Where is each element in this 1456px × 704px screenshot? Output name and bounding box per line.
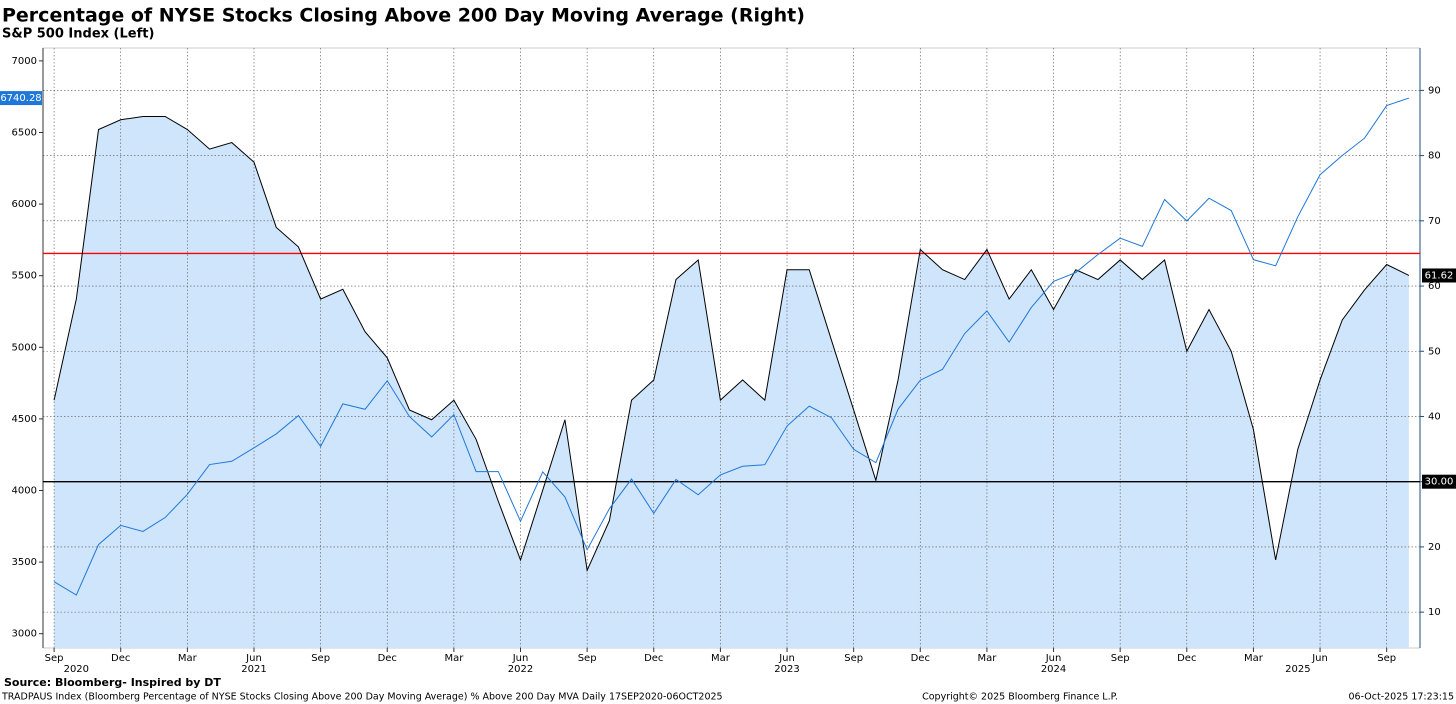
x-tick-label: Dec [911, 653, 930, 664]
x-tick-label: Jun [512, 653, 529, 664]
x-tick-label: Sep [1377, 653, 1396, 664]
x-tick-label: Sep [578, 653, 597, 664]
source: Source: Bloomberg- Inspired by DT [4, 676, 221, 689]
x-tick-label: Jun [245, 653, 262, 664]
last-value-label: 6740.28 [0, 93, 41, 104]
x-tick-label: Mar [1244, 653, 1264, 664]
y-tick-label: 7000 [12, 56, 37, 67]
y2-tick-label: 40 [1428, 411, 1441, 422]
last-value-box [0, 91, 42, 106]
last-value-box [1422, 268, 1456, 283]
x-tick-label: Mar [444, 653, 464, 664]
x-year-label: 2021 [241, 664, 266, 675]
x-tick-label: Jun [1311, 653, 1328, 664]
y-tick-label: 3000 [12, 629, 37, 640]
y2-tick-label: 60 [1428, 281, 1441, 292]
x-year-label: 2020 [64, 664, 89, 675]
y2-tick-label: 70 [1428, 216, 1441, 227]
y-tick-label: 4000 [12, 485, 37, 496]
y2-tick-label: 50 [1428, 346, 1441, 357]
footer-left: TRADPAUS Index (Bloomberg Percentage of … [1, 692, 723, 703]
y-tick-label: 4500 [12, 414, 37, 425]
x-tick-label: Dec [1177, 653, 1196, 664]
y2-tick-label: 10 [1428, 607, 1441, 618]
x-tick-label: Sep [1111, 653, 1130, 664]
x-year-label: 2023 [774, 664, 799, 675]
x-tick-label: Sep [311, 653, 330, 664]
x-year-label: 2024 [1041, 664, 1066, 675]
x-tick-label: Dec [111, 653, 130, 664]
footer-center: Copyright© 2025 Bloomberg Finance L.P. [922, 692, 1118, 703]
x-year-label: 2022 [508, 664, 533, 675]
y-tick-label: 5000 [12, 342, 37, 353]
x-tick-label: Jun [1045, 653, 1062, 664]
x-tick-label: Mar [977, 653, 997, 664]
last-value-label: 61.62 [1425, 270, 1454, 281]
y-tick-label: 5500 [12, 271, 37, 282]
y-tick-label: 6000 [12, 199, 37, 210]
x-tick-label: Dec [378, 653, 397, 664]
x-year-label: 2025 [1285, 664, 1310, 675]
footer-right: 06-Oct-2025 17:23:15 [1349, 692, 1455, 703]
x-tick-label: Sep [45, 653, 64, 664]
chart-subtitle: S&P 500 Index (Left) [2, 27, 154, 42]
reference-label-box [1422, 474, 1456, 489]
y-tick-label: 3500 [12, 557, 37, 568]
x-tick-label: Mar [711, 653, 731, 664]
area [54, 116, 1409, 648]
x-tick-label: Dec [644, 653, 663, 664]
reference-label: 30.00 [1425, 477, 1454, 488]
x-tick-label: Mar [178, 653, 198, 664]
line [53, 115, 1410, 573]
y2-tick-label: 20 [1428, 542, 1441, 553]
y-tick-label: 6500 [12, 127, 37, 138]
line [53, 97, 1410, 596]
x-tick-label: Sep [844, 653, 863, 664]
y2-tick-label: 80 [1428, 151, 1441, 162]
chart-title: Percentage of NYSE Stocks Closing Above … [2, 5, 805, 27]
y2-tick-label: 90 [1428, 85, 1441, 96]
x-tick-label: Jun [778, 653, 795, 664]
